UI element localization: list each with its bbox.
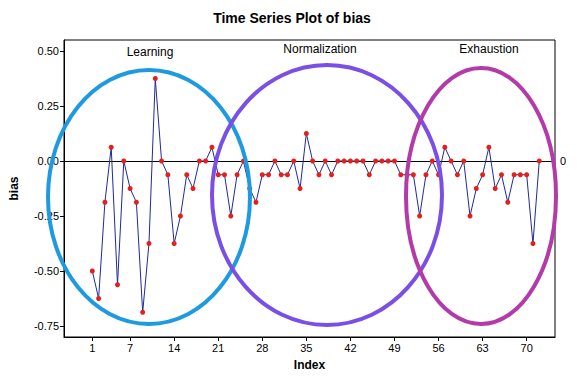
svg-text:-0.75: -0.75 (34, 320, 59, 332)
svg-text:35: 35 (300, 342, 312, 354)
svg-text:49: 49 (388, 342, 400, 354)
svg-text:Learning: Learning (127, 45, 174, 59)
svg-text:-0.25: -0.25 (34, 210, 59, 222)
svg-text:70: 70 (521, 342, 533, 354)
svg-text:Index: Index (294, 358, 326, 372)
svg-text:42: 42 (344, 342, 356, 354)
svg-text:28: 28 (256, 342, 268, 354)
svg-text:0.25: 0.25 (38, 100, 59, 112)
svg-text:0.50: 0.50 (38, 45, 59, 57)
svg-text:63: 63 (476, 342, 488, 354)
svg-text:21: 21 (212, 342, 224, 354)
svg-text:1: 1 (89, 342, 95, 354)
svg-text:Time Series Plot of bias: Time Series Plot of bias (213, 10, 371, 26)
svg-text:Normalization: Normalization (283, 42, 356, 56)
svg-text:bias: bias (7, 176, 21, 200)
svg-text:7: 7 (127, 342, 133, 354)
svg-text:Exhaustion: Exhaustion (459, 42, 518, 56)
svg-text:56: 56 (432, 342, 444, 354)
svg-text:14: 14 (168, 342, 180, 354)
svg-text:-0.50: -0.50 (34, 265, 59, 277)
svg-text:0.00: 0.00 (38, 155, 59, 167)
svg-text:0: 0 (560, 155, 566, 167)
